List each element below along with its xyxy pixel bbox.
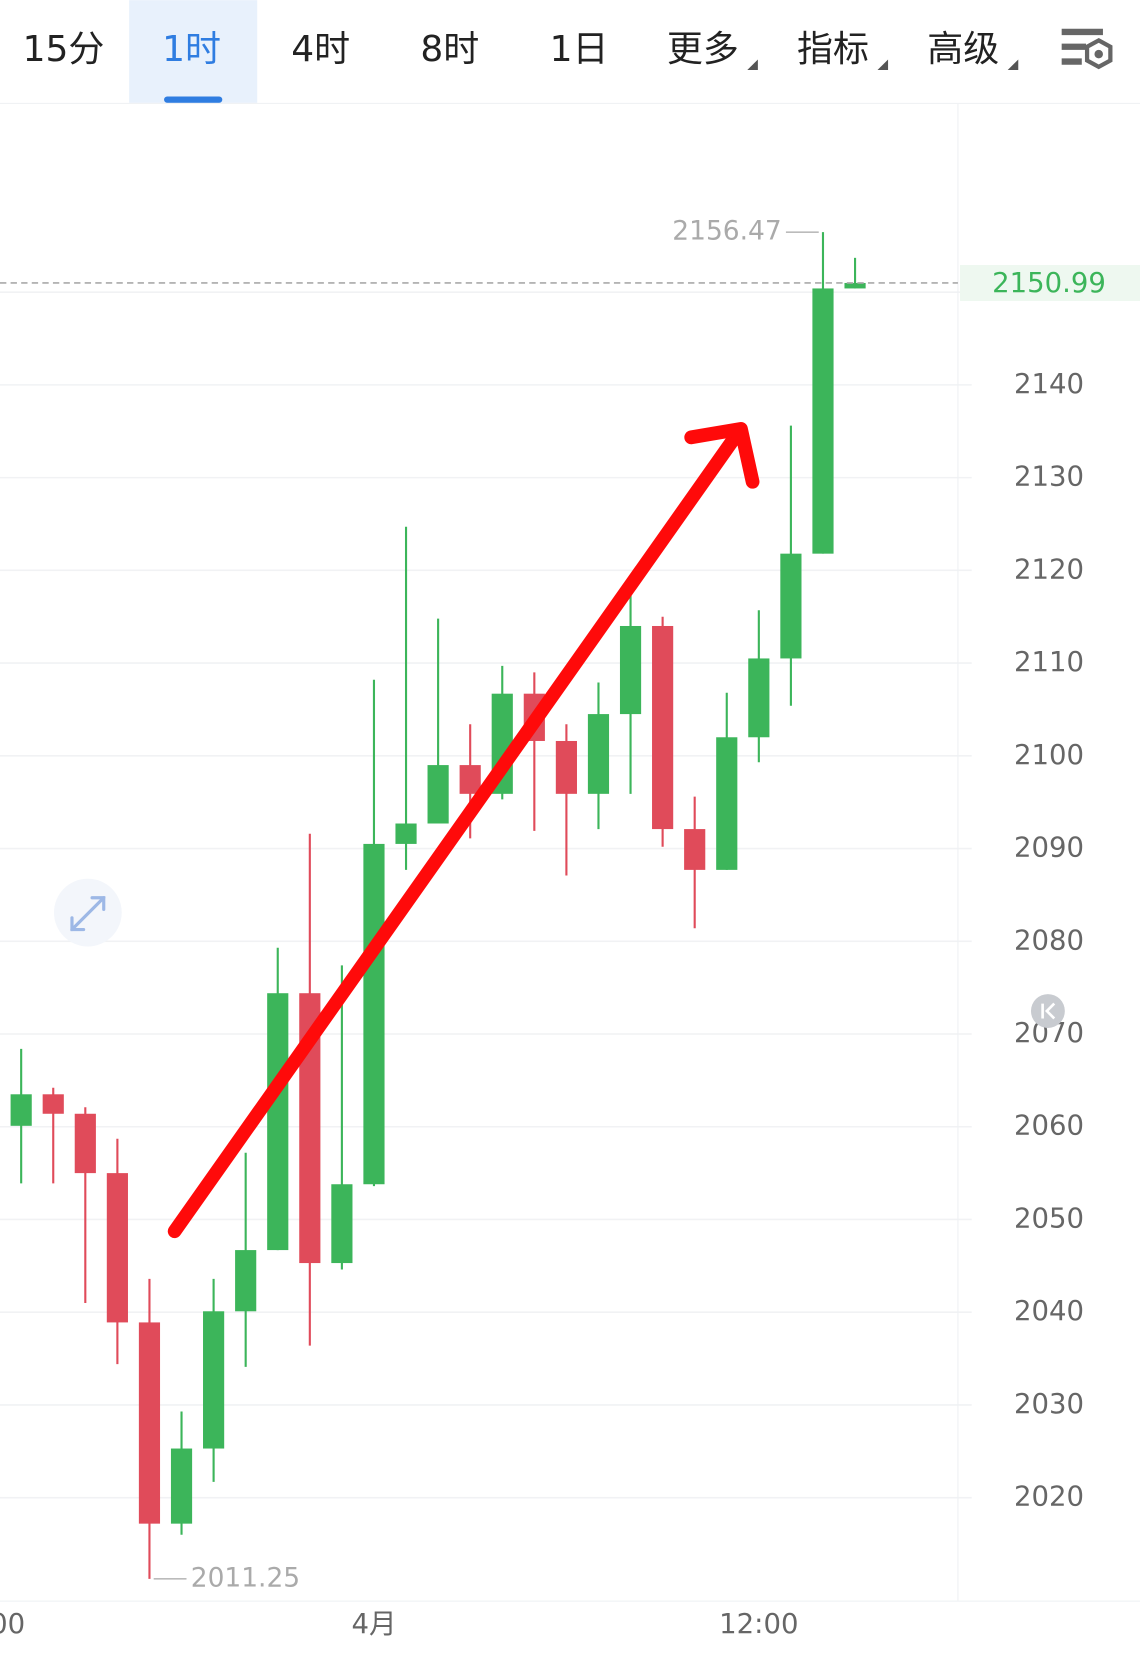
grid: 2020203020402050206020702080209021002110… [0, 275, 1084, 1640]
candles [10, 232, 866, 1579]
tab-active-indicator [164, 96, 223, 103]
last-price-box [960, 264, 1140, 301]
tab[interactable]: 15分 [23, 29, 105, 70]
candle-body [395, 823, 417, 844]
tab[interactable]: 4时 [291, 29, 350, 70]
y-tick-label: 2110 [1014, 646, 1084, 678]
y-tick-label: 2050 [1014, 1202, 1084, 1234]
y-tick-label: 2030 [1014, 1388, 1084, 1420]
y-tick-label: 2130 [1014, 461, 1084, 493]
candle-body [235, 1250, 257, 1312]
candle-body [427, 765, 449, 824]
y-tick-label: 2020 [1014, 1481, 1084, 1513]
candle-body [331, 1184, 353, 1264]
candle-body [684, 829, 706, 870]
candle-body [42, 1094, 64, 1114]
y-tick-label: 2100 [1014, 739, 1084, 771]
candle-body [170, 1448, 193, 1524]
candle-body [780, 553, 802, 659]
tab[interactable]: 1日 [550, 29, 609, 70]
icon [1061, 28, 1103, 65]
tab[interactable]: 1时 [162, 29, 221, 70]
dropdown-caret [747, 59, 758, 71]
candle-body [555, 740, 577, 794]
scroll-back-button[interactable] [1030, 994, 1065, 1028]
dropdown-caret [877, 59, 889, 71]
candle-body [619, 625, 642, 715]
tab[interactable]: 指标 [797, 29, 869, 70]
candle-body [203, 1311, 225, 1449]
candle-body [267, 993, 289, 1251]
candle-body [844, 282, 866, 289]
y-tick-label: 2120 [1014, 553, 1084, 585]
candle-body [748, 658, 770, 738]
x-tick-label: 4月 [351, 1608, 396, 1640]
candle-body [138, 1322, 161, 1524]
x-tick-label: 00 [0, 1608, 25, 1640]
settings-button[interactable] [1061, 28, 1113, 70]
candle-body [10, 1094, 32, 1126]
candle-body [299, 993, 321, 1264]
candle-body [812, 288, 834, 554]
overlay: 2156.47 2011.25 2150.99 [0, 216, 1140, 1593]
x-tick-label: 12:00 [719, 1608, 798, 1640]
trend-arrow [167, 421, 760, 1239]
candle-body [459, 765, 481, 794]
y-tick-label: 2060 [1014, 1110, 1084, 1142]
tab-active-bg [129, 0, 258, 103]
tab[interactable]: 更多 [667, 29, 739, 70]
candle-body [363, 843, 385, 1185]
toolbar: 15分 1时 4时 8时 1日 更多 指标 高级 [23, 0, 1113, 103]
y-tick-label: 2080 [1014, 924, 1084, 956]
max-label: 2156.47 [672, 216, 781, 247]
candle-body [652, 625, 674, 830]
candle-body [587, 714, 610, 794]
tab[interactable]: 8时 [420, 29, 479, 70]
y-tick-label: 2090 [1014, 832, 1084, 864]
candle-body [74, 1113, 96, 1174]
tab[interactable]: 高级 [927, 29, 999, 70]
last-price-label: 2150.99 [992, 267, 1106, 299]
candle-body [106, 1173, 128, 1323]
min-label: 2011.25 [191, 1562, 300, 1593]
expand-button[interactable] [53, 878, 122, 947]
dropdown-caret [1007, 59, 1019, 71]
y-tick-label: 2040 [1014, 1295, 1084, 1327]
candle-body [716, 737, 738, 870]
icon [1094, 49, 1103, 59]
y-tick-label: 2140 [1014, 368, 1084, 400]
